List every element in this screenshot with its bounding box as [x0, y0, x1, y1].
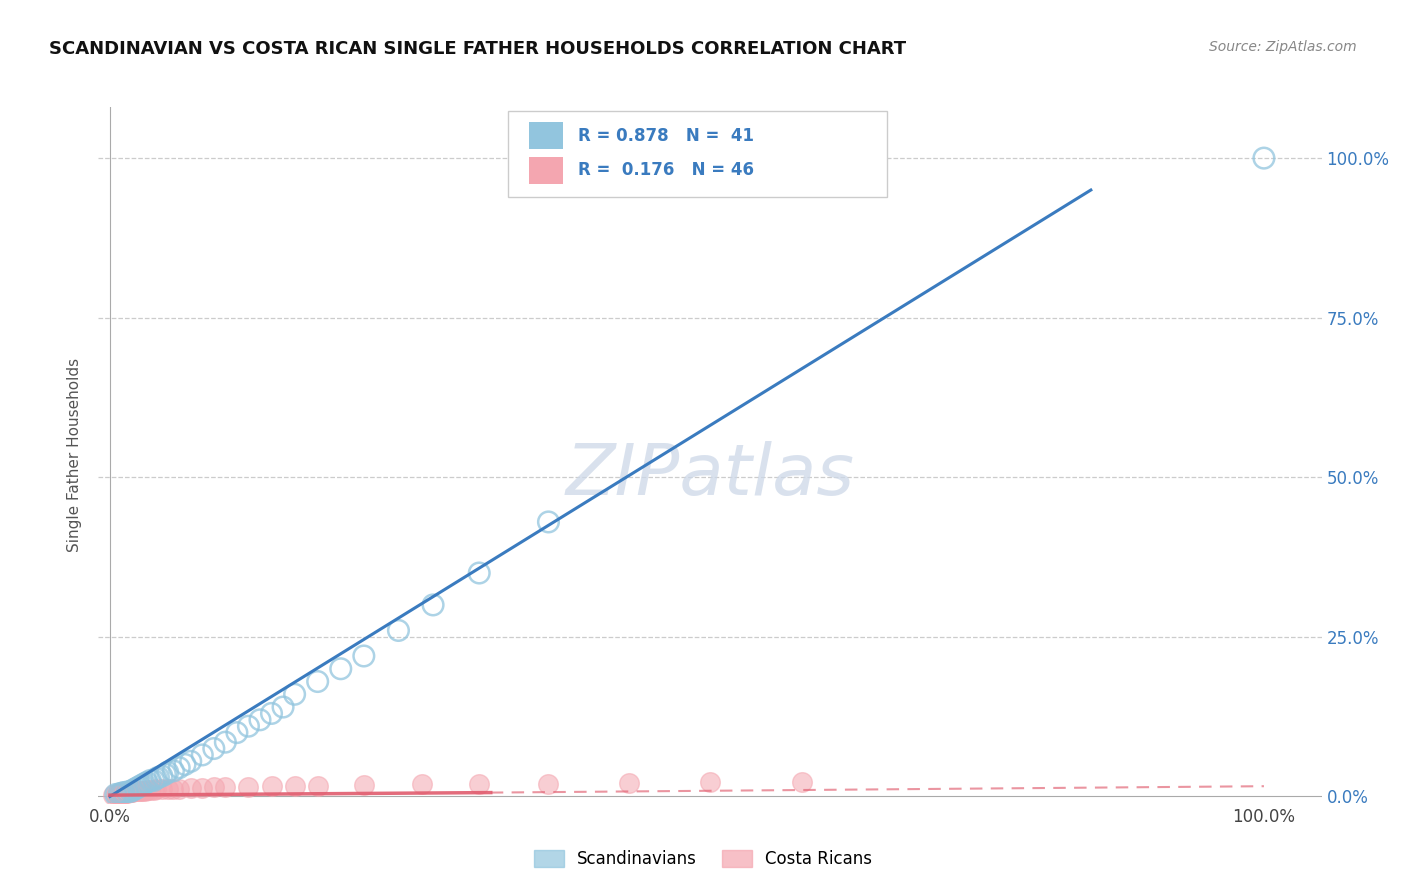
Point [150, 769, 173, 783]
Point [142, 783, 165, 797]
Point [156, 765, 179, 780]
Point [225, 725, 247, 739]
Point [118, 785, 141, 799]
Point [468, 777, 491, 791]
Point [145, 782, 167, 797]
Point [792, 774, 814, 789]
Point [122, 784, 145, 798]
Point [537, 777, 560, 791]
Point [271, 700, 294, 714]
Point [120, 784, 142, 798]
Point [108, 787, 131, 801]
Point [124, 781, 146, 796]
Text: ZIPatlas: ZIPatlas [565, 442, 855, 510]
Point [307, 674, 329, 689]
Point [162, 781, 184, 796]
Point [117, 786, 139, 800]
FancyBboxPatch shape [529, 157, 564, 184]
Point [134, 783, 156, 797]
Point [104, 788, 127, 802]
Point [120, 785, 142, 799]
Point [353, 778, 375, 792]
Point [105, 787, 128, 801]
Point [135, 783, 157, 797]
Point [260, 706, 283, 721]
Point [214, 735, 236, 749]
Point [111, 786, 134, 800]
Point [142, 773, 165, 788]
Point [131, 783, 153, 797]
Point [238, 719, 260, 733]
Point [422, 598, 444, 612]
Point [353, 648, 375, 663]
Point [104, 788, 127, 802]
Point [129, 783, 152, 797]
Point [107, 787, 129, 801]
Point [122, 784, 145, 798]
Point [387, 624, 409, 638]
Point [148, 770, 170, 784]
Point [117, 785, 139, 799]
Point [307, 779, 329, 793]
Point [103, 788, 125, 802]
Point [174, 757, 197, 772]
Point [121, 785, 143, 799]
Point [167, 781, 190, 796]
Text: Source: ZipAtlas.com: Source: ZipAtlas.com [1209, 40, 1357, 54]
Point [411, 777, 433, 791]
Point [115, 786, 138, 800]
Point [249, 713, 271, 727]
Point [155, 767, 177, 781]
Point [202, 741, 225, 756]
Point [108, 787, 131, 801]
Point [260, 779, 283, 793]
Point [167, 761, 190, 775]
FancyBboxPatch shape [508, 111, 887, 197]
Point [112, 786, 135, 800]
Point [191, 747, 214, 762]
Point [202, 780, 225, 795]
Point [127, 783, 149, 797]
Point [329, 662, 352, 676]
Point [284, 779, 307, 793]
Text: SCANDINAVIAN VS COSTA RICAN SINGLE FATHER HOUSEHOLDS CORRELATION CHART: SCANDINAVIAN VS COSTA RICAN SINGLE FATHE… [49, 40, 907, 58]
Point [117, 785, 139, 799]
Point [1253, 151, 1275, 165]
Point [122, 783, 145, 797]
FancyBboxPatch shape [529, 122, 564, 149]
Point [284, 687, 307, 701]
Text: R = 0.878   N =  41: R = 0.878 N = 41 [578, 127, 754, 145]
Point [110, 786, 132, 800]
Point [619, 776, 641, 790]
Point [238, 780, 260, 794]
Point [135, 775, 157, 789]
Y-axis label: Single Father Households: Single Father Households [67, 358, 83, 552]
Point [180, 754, 202, 768]
Point [114, 786, 136, 800]
Point [139, 783, 162, 797]
Point [699, 775, 721, 789]
Point [134, 777, 156, 791]
Point [214, 780, 236, 795]
Point [110, 786, 132, 800]
Point [468, 566, 491, 580]
Point [124, 784, 146, 798]
Point [156, 781, 179, 796]
Point [145, 772, 167, 786]
Point [112, 786, 135, 800]
Point [180, 781, 202, 796]
Point [127, 780, 149, 795]
Point [150, 782, 173, 797]
Point [129, 779, 152, 793]
Point [139, 773, 162, 788]
Point [191, 781, 214, 796]
Point [537, 515, 560, 529]
Text: R =  0.176   N = 46: R = 0.176 N = 46 [578, 161, 754, 179]
Point [131, 778, 153, 792]
Legend: Scandinavians, Costa Ricans: Scandinavians, Costa Ricans [527, 843, 879, 875]
Point [110, 786, 132, 800]
Point [162, 764, 184, 778]
